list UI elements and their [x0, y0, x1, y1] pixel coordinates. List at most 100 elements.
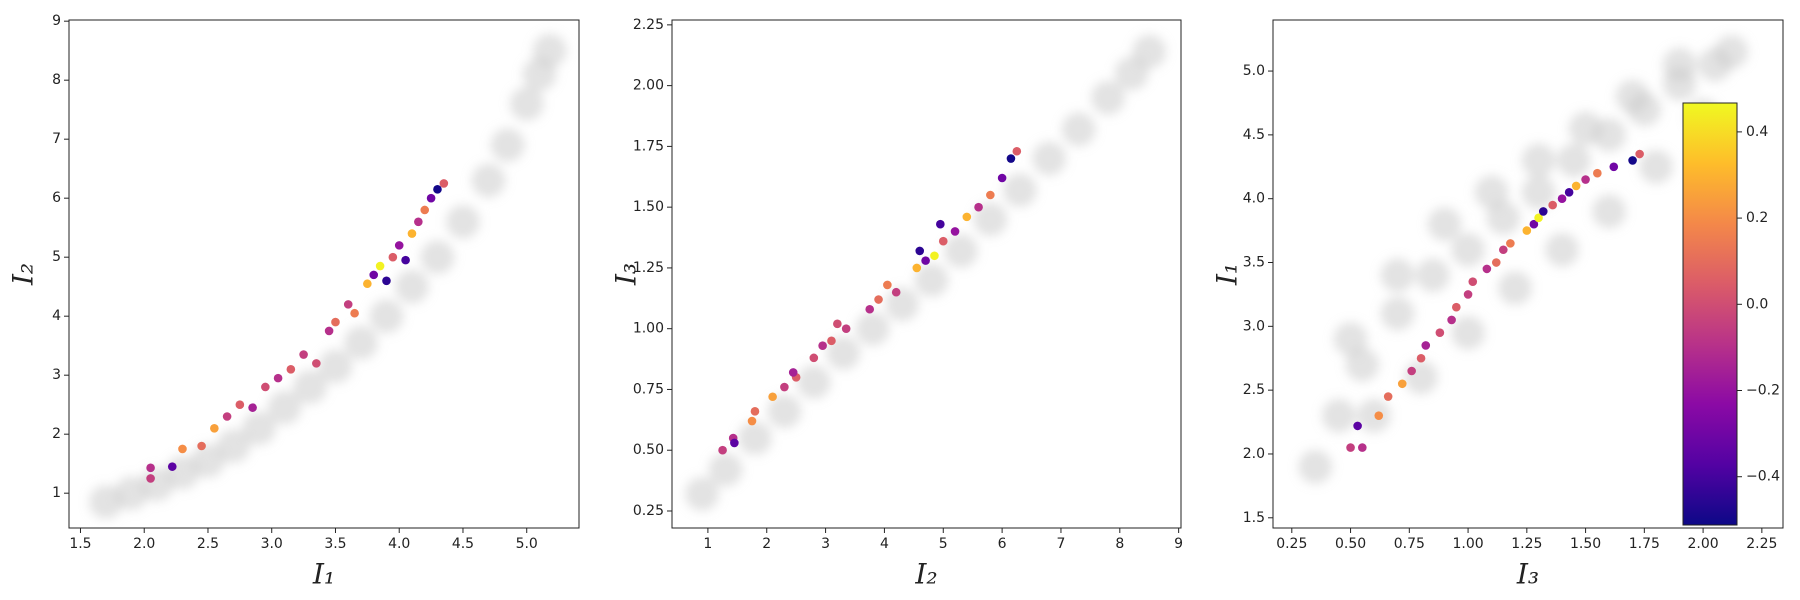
point	[1581, 175, 1590, 184]
point	[401, 255, 410, 265]
cloud-point	[1061, 112, 1096, 147]
cloud-point	[685, 476, 720, 511]
y-tick-label: 7	[52, 131, 61, 147]
cloud-point	[1714, 34, 1749, 69]
cloud-point	[885, 287, 920, 322]
cloud-point	[767, 394, 802, 429]
point	[718, 445, 727, 455]
point	[974, 202, 983, 212]
point	[324, 326, 334, 336]
cloud-point	[1404, 360, 1439, 395]
plot-area	[1298, 34, 1749, 484]
cloud-point	[509, 86, 544, 121]
background-cloud	[88, 33, 567, 520]
cloud-point	[1662, 47, 1697, 82]
x-tick-label: 1.75	[1629, 536, 1660, 552]
cloud-point	[1380, 296, 1415, 331]
y-axis-label: I₁	[1211, 263, 1244, 286]
cloud-point	[1639, 149, 1674, 184]
point	[407, 229, 417, 238]
point	[210, 423, 219, 433]
plot-area	[88, 33, 567, 520]
y-tick-label: 1.5	[1243, 510, 1265, 526]
point	[1571, 181, 1581, 191]
point	[167, 462, 177, 471]
cloud-point	[1451, 232, 1486, 267]
y-tick-label: 1.00	[633, 321, 664, 337]
colorbar-tick-label: −0.4	[1746, 469, 1780, 485]
y-tick-label: 3.0	[1243, 318, 1265, 334]
point	[343, 300, 353, 309]
colorbar-tick-label: 0.4	[1746, 124, 1768, 140]
cloud-point	[1498, 271, 1533, 306]
x-axis-label: I₁	[312, 558, 335, 591]
point	[788, 368, 798, 377]
y-tick-label: 3	[52, 367, 61, 383]
x-tick-label: 2.5	[197, 536, 219, 552]
point	[730, 438, 739, 448]
point	[865, 304, 875, 314]
point	[1534, 213, 1543, 223]
point	[248, 403, 257, 412]
point	[874, 295, 883, 304]
cloud-point	[1451, 315, 1486, 350]
point	[1463, 290, 1473, 299]
point	[426, 193, 436, 203]
cloud-point	[1521, 143, 1556, 178]
point	[747, 416, 757, 426]
point	[1353, 421, 1362, 431]
cloud-point	[973, 202, 1008, 237]
cloud-point	[1568, 111, 1603, 146]
cloud-point	[1091, 80, 1126, 115]
y-tick-label: 6	[52, 190, 61, 206]
cloud-point	[1615, 79, 1650, 114]
y-tick-label: 4.0	[1243, 191, 1265, 207]
cloud-point	[216, 428, 251, 463]
point	[997, 173, 1007, 183]
point	[1557, 194, 1567, 203]
x-tick-label: 2.0	[133, 536, 155, 552]
point	[1491, 258, 1501, 267]
point	[146, 474, 155, 483]
point	[1374, 411, 1384, 420]
point	[1499, 245, 1508, 255]
point	[1482, 264, 1492, 274]
point	[1358, 443, 1367, 452]
y-tick-label: 2.25	[633, 17, 664, 33]
point	[1435, 328, 1445, 338]
cloud-point	[267, 390, 302, 425]
x-tick-label: 1.5	[69, 536, 91, 552]
cloud-point	[1032, 141, 1067, 176]
point	[833, 319, 842, 329]
cloud-point	[1321, 398, 1356, 433]
point	[363, 279, 372, 289]
cloud-point	[490, 128, 525, 163]
cloud-point	[1592, 194, 1627, 229]
cloud-point	[1486, 200, 1521, 235]
y-tick-label: 0.50	[633, 442, 664, 458]
point	[938, 236, 948, 246]
cloud-point	[1298, 449, 1333, 484]
cloud-point	[1427, 207, 1462, 242]
point	[1397, 379, 1407, 389]
point	[950, 227, 960, 236]
cloud-point	[1415, 258, 1450, 293]
x-axis-label: I₂	[914, 558, 937, 591]
point	[1012, 146, 1022, 156]
point	[841, 324, 851, 333]
point	[1346, 443, 1355, 452]
axes-frame	[68, 19, 580, 529]
point	[780, 382, 789, 392]
x-tick-label: 5	[939, 536, 948, 552]
cloud-point	[1545, 232, 1580, 267]
point	[1564, 188, 1574, 197]
point	[986, 190, 995, 200]
point	[1452, 302, 1461, 312]
point	[936, 219, 945, 229]
cloud-point	[114, 476, 149, 511]
y-tick-label: 1.25	[633, 260, 664, 276]
point	[261, 382, 270, 392]
background-cloud	[1298, 34, 1749, 484]
x-tick-label: 0.50	[1335, 536, 1366, 552]
